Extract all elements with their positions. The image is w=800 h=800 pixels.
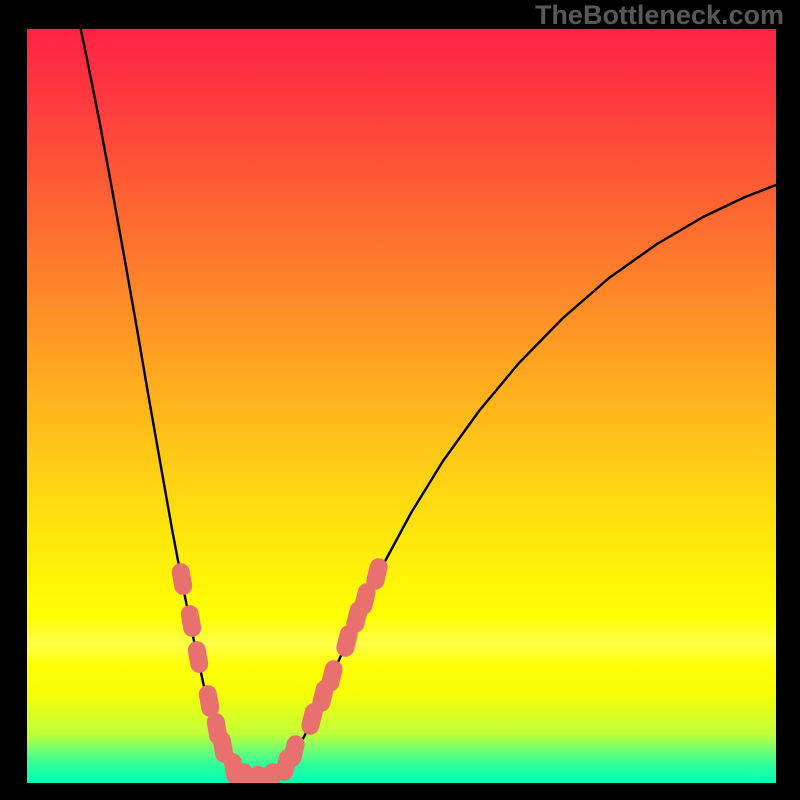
data-marker <box>319 658 344 693</box>
data-marker <box>281 733 306 768</box>
data-marker <box>179 604 202 639</box>
data-marker <box>170 562 193 597</box>
watermark-text: TheBottleneck.com <box>535 0 784 31</box>
plot-area <box>27 29 776 783</box>
marker-layer <box>27 29 776 783</box>
data-marker <box>364 556 389 591</box>
data-marker <box>186 640 209 675</box>
